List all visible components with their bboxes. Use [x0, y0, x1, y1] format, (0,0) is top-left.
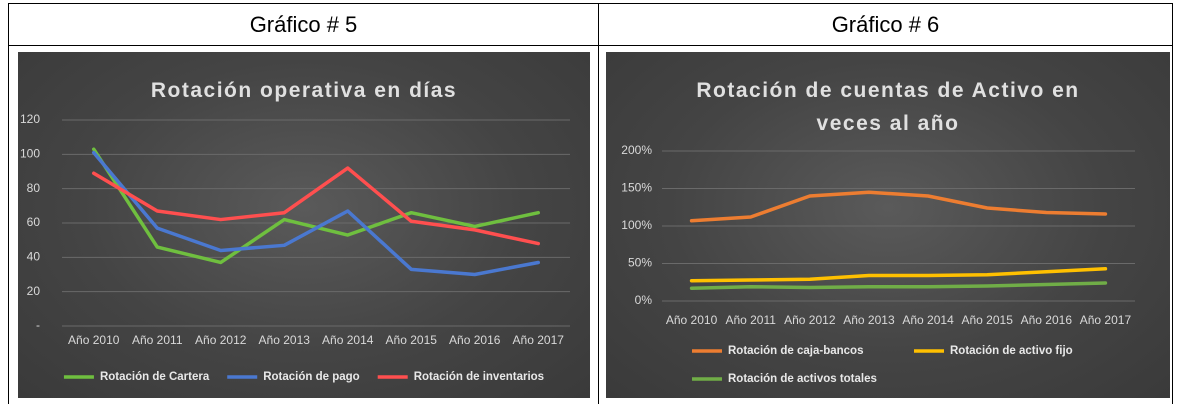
legend-item: Rotación de inventarios	[377, 371, 544, 383]
x-tick-label: Año 2013	[843, 313, 895, 327]
table-header: Gráfico # 6	[831, 12, 940, 37]
legend-label: Rotación de activos totales	[728, 373, 877, 385]
y-tick-label: 100%	[621, 218, 652, 232]
legend-item: Rotación de activos totales	[692, 373, 877, 385]
legend-label: Rotación de inventarios	[414, 371, 544, 383]
x-tick-label: Año 2013	[259, 333, 311, 347]
x-tick-label: Año 2014	[902, 313, 954, 327]
y-tick-label: 80	[27, 181, 41, 195]
y-tick-label: 150%	[621, 181, 652, 195]
x-tick-label: Año 2015	[961, 313, 1013, 327]
y-tick-label: 0%	[635, 293, 653, 307]
y-tick-label: 50%	[628, 256, 652, 270]
legend-label: Rotación de pago	[263, 371, 359, 383]
table-border	[8, 3, 1173, 4]
table-border	[8, 3, 9, 404]
y-tick-label: 40	[27, 250, 41, 264]
legend-label: Rotación de caja-bancos	[728, 345, 863, 357]
legend-item: Rotación de pago	[227, 371, 360, 383]
table-border	[598, 3, 599, 404]
table-border	[1172, 3, 1173, 404]
x-tick-label: Año 2016	[1021, 313, 1073, 327]
chart: 0% 50% 100% 150% 200% Año 2010 Año 2011 Año 201…	[621, 143, 1135, 385]
x-tick-label: Año 2010	[68, 333, 120, 347]
chart: - 20 40 60 80 100 120 Año 2010 Año 2011 Año 2012 A…	[20, 112, 570, 383]
line-series	[92, 166, 540, 246]
x-tick-label: Año 2012	[195, 333, 247, 347]
y-tick-label: 200%	[621, 143, 652, 157]
x-tick-label: Año 2011	[132, 333, 183, 347]
x-tick-label: Año 2010	[666, 313, 718, 327]
x-tick-label: Año 2011	[725, 313, 776, 327]
x-tick-label: Año 2016	[449, 333, 501, 347]
y-tick-label: 20	[27, 284, 41, 298]
legend-item: Rotación de caja-bancos	[692, 345, 863, 357]
chart-panel: Rotación operativa en días - 20 40 60 80 100 1…	[18, 52, 590, 398]
x-tick-label: Año 2015	[386, 333, 438, 347]
x-tick-label: Año 2017	[1080, 313, 1132, 327]
y-tick-label: -	[36, 318, 40, 332]
legend-item: Rotación de activo fijo	[914, 345, 1073, 357]
x-tick-label: Año 2012	[784, 313, 836, 327]
line-series	[689, 267, 1108, 283]
y-tick-label: 120	[20, 112, 40, 126]
line-series	[92, 150, 540, 277]
table-header: Gráfico # 5	[249, 12, 358, 37]
chart-title: Rotación de cuentas de Activo en veces a…	[696, 79, 1080, 135]
x-tick-label: Año 2014	[322, 333, 374, 347]
y-tick-label: 60	[27, 215, 41, 229]
line-series	[92, 147, 540, 265]
legend-label: Rotación de activo fijo	[950, 345, 1073, 357]
chart-title: Rotación operativa en días	[150, 79, 458, 102]
chart-panel: Rotación de cuentas de Activo en veces a…	[606, 52, 1170, 398]
line-series	[689, 190, 1108, 223]
x-tick-label: Año 2017	[513, 333, 565, 347]
table-border	[8, 45, 1173, 46]
y-tick-label: 100	[20, 147, 40, 161]
line-series	[689, 281, 1108, 290]
legend-label: Rotación de Cartera	[100, 371, 210, 383]
legend-item: Rotación de Cartera	[63, 371, 210, 383]
